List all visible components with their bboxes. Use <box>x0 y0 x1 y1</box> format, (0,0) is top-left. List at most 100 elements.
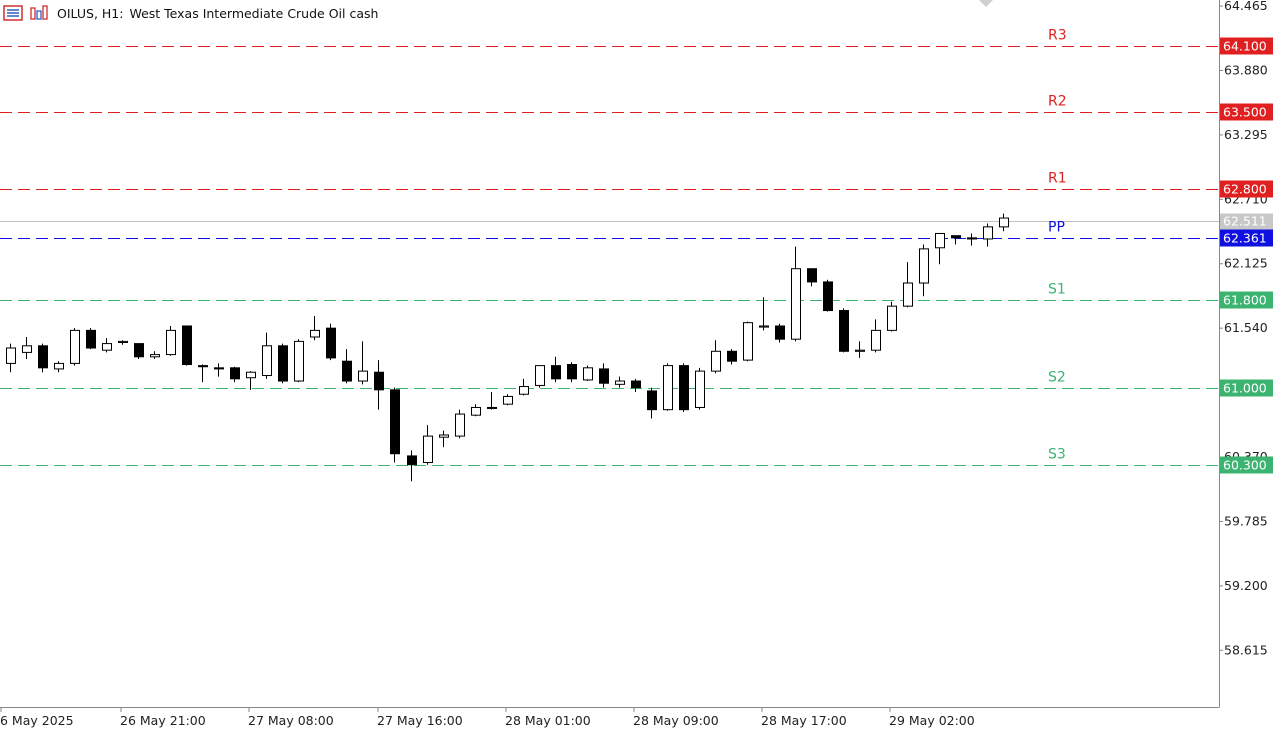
candle <box>118 340 128 345</box>
candle-body-bullish <box>246 371 256 379</box>
price-tick-label: 59.200 <box>1224 578 1268 593</box>
time-tick-label: 27 May 16:00 <box>377 713 463 728</box>
level-name-s2: S2 <box>1048 370 1066 386</box>
candle-body-bearish <box>839 310 849 352</box>
price-tick-label: 61.540 <box>1224 320 1268 335</box>
candle-body-bearish <box>631 380 641 389</box>
candle-body-bearish <box>775 325 785 340</box>
candle <box>759 297 769 331</box>
candle <box>342 349 352 384</box>
scroll-marker-icon[interactable] <box>979 0 993 7</box>
time-tick-label: 28 May 01:00 <box>505 713 591 728</box>
candle <box>278 343 288 384</box>
candle <box>535 365 545 388</box>
price-tick-label: 59.785 <box>1224 513 1268 528</box>
candle-body-bullish <box>983 226 993 240</box>
candle-body-bullish <box>791 268 801 340</box>
candle <box>374 360 384 410</box>
candle-body-bullish <box>310 329 320 338</box>
candle <box>246 371 256 390</box>
price-axis[interactable]: 64.46563.88063.29562.71062.12561.54060.9… <box>1219 0 1268 657</box>
level-tag-s1 <box>1220 291 1273 309</box>
candle-body-bullish <box>294 340 304 382</box>
candle-body-bullish <box>663 365 673 411</box>
candle <box>310 316 320 341</box>
candle <box>903 262 913 308</box>
candle <box>326 323 336 361</box>
candle <box>455 409 465 439</box>
chart-bars-icon[interactable] <box>29 5 49 21</box>
candle-body-bullish <box>150 354 160 358</box>
candle-body-bearish <box>278 345 288 382</box>
candle-body-bullish <box>903 282 913 307</box>
pivot-level-lines <box>0 46 1219 466</box>
candle <box>983 223 993 247</box>
price-tick-label: 64.465 <box>1224 0 1268 13</box>
candle <box>86 328 96 350</box>
candle <box>439 430 449 448</box>
candle <box>567 362 577 383</box>
candle <box>727 349 737 365</box>
time-axis[interactable]: 6 May 2025 26 May 21:00 27 May 08:00 27 May… <box>0 707 975 728</box>
candle-body-bullish <box>6 347 16 364</box>
candle <box>150 351 160 360</box>
candle <box>807 268 817 287</box>
price-tick-label: 63.295 <box>1224 127 1268 142</box>
candle <box>407 450 417 482</box>
candle-body-bullish <box>471 406 481 416</box>
candle <box>871 319 881 353</box>
candle-body-bullish <box>262 345 272 377</box>
candle-body-bullish <box>455 413 465 437</box>
price-tick-label: 58.615 <box>1224 642 1268 657</box>
time-tick-label: 6 May 2025 <box>0 713 74 728</box>
candle <box>919 244 929 297</box>
pivot-level-price-tags: 64.100 63.500 62.800 62.361 61.800 61.000 60.3… <box>1220 37 1273 474</box>
chart-header: OILUS, H1: West Texas Intermediate Crude… <box>0 0 378 26</box>
candle <box>294 339 304 383</box>
candle-body-bullish <box>423 435 433 464</box>
level-tag-pp <box>1220 229 1273 247</box>
candle-body-bullish <box>743 322 753 361</box>
candle-body-bullish <box>70 329 80 364</box>
menu-icon[interactable] <box>3 5 23 21</box>
candle <box>551 356 561 383</box>
candle-body-bullish <box>54 362 64 370</box>
candle-body-bullish <box>855 349 865 352</box>
candle-body-bearish <box>230 367 240 380</box>
candles <box>6 213 1009 482</box>
level-tag-value: 63.500 <box>1223 105 1267 120</box>
level-name-s1: S1 <box>1048 282 1066 298</box>
candle <box>679 363 689 412</box>
level-name-s3: S3 <box>1048 447 1066 463</box>
candle-body-bullish <box>503 395 513 405</box>
candle-body-bullish <box>487 406 497 409</box>
candle <box>823 279 833 312</box>
candle-body-bullish <box>166 329 176 356</box>
candle-body-bullish <box>935 232 945 249</box>
candle-body-bullish <box>615 380 625 385</box>
candle-body-bearish <box>967 237 977 240</box>
candle <box>358 341 368 385</box>
candle-body-bearish <box>374 371 384 391</box>
candle <box>22 336 32 360</box>
time-tick-label: 28 May 09:00 <box>633 713 719 728</box>
candle-body-bullish <box>439 434 449 438</box>
candle <box>935 232 945 265</box>
candle-body-bearish <box>951 235 961 239</box>
candle <box>38 343 48 373</box>
candle-body-bearish <box>134 343 144 358</box>
candle-body-bearish <box>342 360 352 382</box>
candle <box>791 246 801 342</box>
candle <box>166 325 176 356</box>
level-name-r2: R2 <box>1048 94 1067 110</box>
candle <box>471 404 481 417</box>
candle <box>519 378 529 396</box>
candle <box>54 361 64 373</box>
candle <box>214 363 224 377</box>
candle <box>423 425 433 465</box>
candle <box>583 365 593 382</box>
candle-body-bullish <box>871 329 881 351</box>
candle-body-bearish <box>823 281 833 312</box>
candle <box>999 213 1009 232</box>
